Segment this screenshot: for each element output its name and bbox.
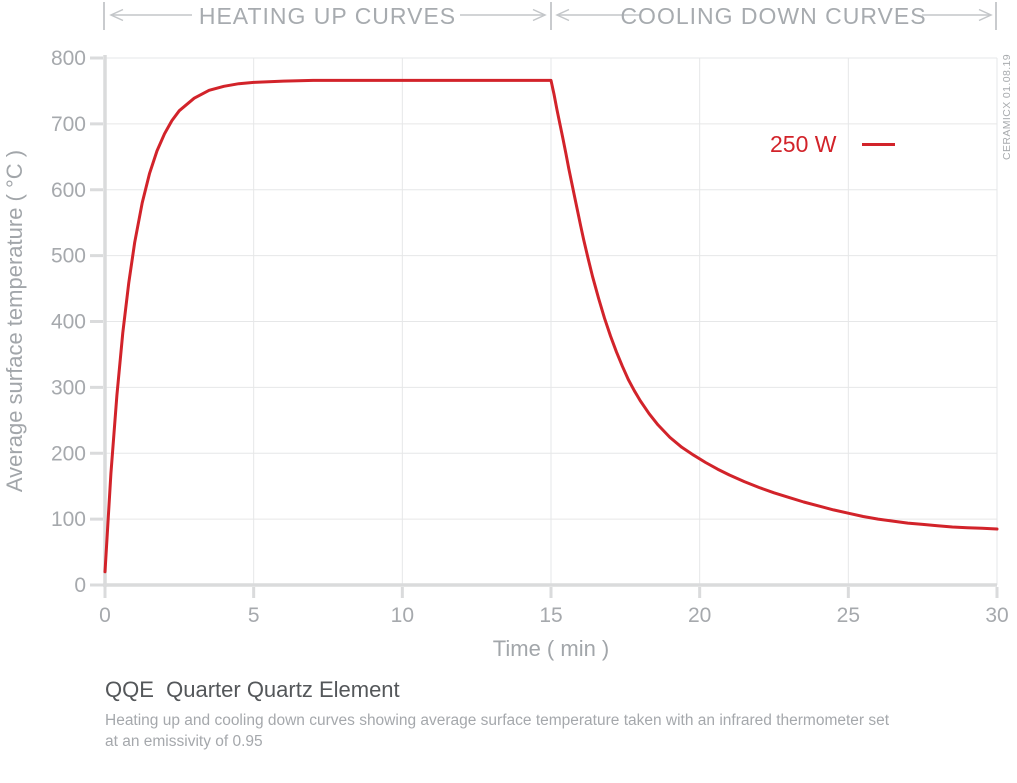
x-tick-label: 25 xyxy=(837,604,860,627)
y-tick-label: 600 xyxy=(51,179,86,202)
y-axis-title: Average surface temperature ( °C ) xyxy=(2,149,27,493)
x-tick-label: 5 xyxy=(248,604,260,627)
heating-right-arrow-icon xyxy=(460,8,547,22)
chart-canvas: 0 100 200 300 400 500 600 700 800 0 5 10 15 20 25 30 xyxy=(51,47,1009,627)
cooling-right-arrow-icon xyxy=(922,8,993,22)
y-tick-label: 400 xyxy=(51,311,86,334)
heating-left-arrow-icon xyxy=(109,8,192,22)
y-tick-label: 200 xyxy=(51,442,86,465)
gridlines xyxy=(105,57,998,585)
y-tick-label: 300 xyxy=(51,376,86,399)
heating-section-title: HEATING UP CURVES xyxy=(198,3,457,29)
watermark-text: CERAMICX 01.08.19 xyxy=(1001,53,1013,161)
tick-labels: 0 100 200 300 400 500 600 700 800 0 5 10 15 20 25 30 xyxy=(51,47,1009,627)
legend: 250 W xyxy=(770,130,896,158)
page-description: Heating up and cooling down curves showi… xyxy=(105,710,889,752)
page-title: QQE Quarter Quartz Element xyxy=(105,677,400,702)
legend-line-sample-icon xyxy=(862,142,896,146)
x-tick-label: 30 xyxy=(985,604,1008,627)
header-dividers xyxy=(103,2,997,30)
y-tick-label: 500 xyxy=(51,245,86,268)
x-tick-label: 15 xyxy=(539,604,562,627)
cooling-section-title: COOLING DOWN CURVES xyxy=(620,3,927,29)
legend-label-250w: 250 W xyxy=(770,130,837,157)
x-axis-title: Time ( min ) xyxy=(492,636,610,661)
y-tick-label: 0 xyxy=(74,574,86,597)
y-tick-label: 700 xyxy=(51,113,86,136)
x-tick-label: 0 xyxy=(99,604,111,627)
y-tick-label: 100 xyxy=(51,508,86,531)
y-tick-label: 800 xyxy=(51,47,86,70)
temperature-curve-250w xyxy=(103,78,999,574)
x-tick-label: 10 xyxy=(391,604,414,627)
description-line-2: at an emissivity of 0.95 xyxy=(105,733,263,750)
x-tick-label: 20 xyxy=(688,604,711,627)
header-range-band xyxy=(103,2,997,30)
cooling-left-arrow-icon xyxy=(555,8,640,22)
description-line-1: Heating up and cooling down curves showi… xyxy=(105,712,890,729)
axis-lines xyxy=(90,55,999,598)
